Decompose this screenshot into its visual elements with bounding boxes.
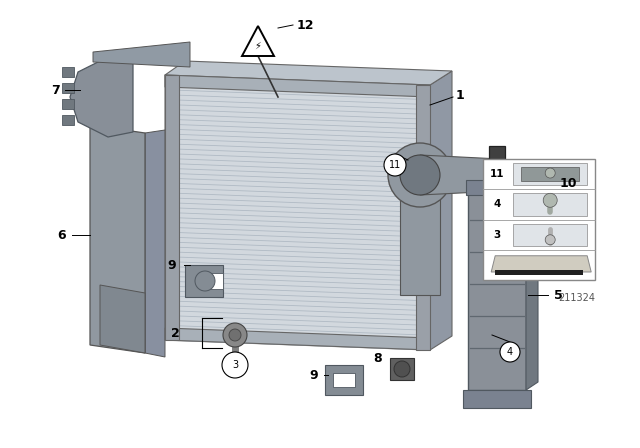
Polygon shape	[165, 75, 430, 350]
Circle shape	[225, 355, 245, 375]
Circle shape	[229, 329, 241, 341]
Polygon shape	[420, 155, 500, 195]
Polygon shape	[468, 190, 526, 390]
Text: 11: 11	[490, 169, 504, 179]
Text: 9: 9	[168, 258, 176, 271]
Circle shape	[545, 168, 556, 178]
Polygon shape	[165, 61, 452, 85]
Circle shape	[545, 235, 556, 245]
Polygon shape	[492, 256, 591, 272]
Bar	[513, 224, 588, 246]
Bar	[62, 83, 74, 93]
Polygon shape	[468, 182, 538, 190]
Text: 12: 12	[296, 18, 314, 31]
Text: 6: 6	[58, 228, 67, 241]
Polygon shape	[165, 75, 179, 340]
Bar	[62, 115, 74, 125]
Polygon shape	[430, 71, 452, 350]
Polygon shape	[165, 75, 430, 97]
Bar	[62, 67, 74, 77]
Polygon shape	[463, 390, 531, 408]
Bar	[513, 163, 588, 185]
Polygon shape	[70, 57, 133, 137]
Circle shape	[195, 271, 215, 291]
Text: 10: 10	[559, 177, 577, 190]
Polygon shape	[185, 265, 223, 297]
Text: 11: 11	[389, 160, 401, 170]
Bar	[390, 358, 414, 380]
Bar	[62, 99, 74, 109]
Circle shape	[484, 159, 516, 191]
Text: ⚡: ⚡	[255, 41, 261, 51]
Circle shape	[388, 143, 452, 207]
Bar	[483, 159, 595, 280]
Text: 9: 9	[310, 369, 318, 382]
Text: 5: 5	[554, 289, 563, 302]
Text: 211324: 211324	[558, 293, 595, 303]
Polygon shape	[165, 328, 430, 350]
Circle shape	[222, 352, 248, 378]
Text: 1: 1	[456, 89, 465, 102]
Text: 7: 7	[51, 83, 60, 96]
Bar	[513, 193, 588, 215]
Polygon shape	[416, 85, 430, 350]
Circle shape	[223, 323, 247, 347]
Text: 4: 4	[493, 199, 501, 209]
Polygon shape	[325, 365, 363, 395]
Polygon shape	[242, 26, 274, 56]
Text: 8: 8	[374, 352, 382, 365]
Text: 3: 3	[493, 230, 501, 240]
Circle shape	[400, 155, 440, 195]
Bar	[521, 167, 579, 181]
Circle shape	[543, 193, 557, 207]
Text: 4: 4	[507, 347, 513, 357]
Bar	[489, 146, 505, 166]
Polygon shape	[526, 182, 538, 390]
Circle shape	[384, 154, 406, 176]
Circle shape	[500, 342, 520, 362]
Text: 2: 2	[171, 327, 179, 340]
Polygon shape	[100, 285, 145, 353]
Polygon shape	[400, 175, 440, 295]
Circle shape	[394, 361, 410, 377]
Polygon shape	[466, 180, 528, 195]
Text: 3: 3	[232, 360, 238, 370]
Bar	[495, 270, 583, 275]
Polygon shape	[93, 42, 190, 67]
Polygon shape	[90, 125, 145, 353]
Polygon shape	[205, 273, 223, 289]
Polygon shape	[333, 373, 355, 387]
Bar	[492, 166, 502, 171]
Polygon shape	[145, 130, 165, 357]
